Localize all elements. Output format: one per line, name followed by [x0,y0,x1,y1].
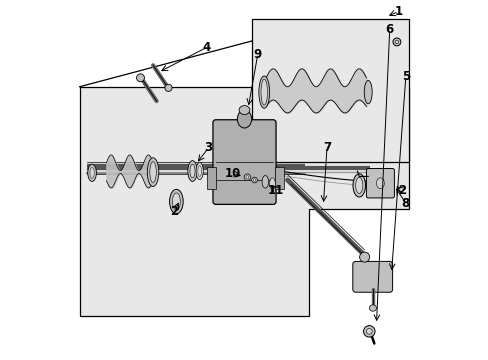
Ellipse shape [136,74,144,82]
Ellipse shape [237,110,251,128]
Text: 9: 9 [253,48,262,61]
Polygon shape [80,87,408,316]
Ellipse shape [269,178,275,189]
Ellipse shape [253,179,255,181]
Ellipse shape [394,40,398,44]
Text: 6: 6 [385,23,393,36]
Text: 3: 3 [204,141,212,154]
Ellipse shape [245,176,248,179]
Ellipse shape [251,177,257,183]
Bar [274,167,284,189]
Text: 2: 2 [170,205,178,218]
Ellipse shape [239,105,249,114]
Text: 10: 10 [224,167,241,180]
Bar [251,19,408,162]
Ellipse shape [149,162,156,183]
Ellipse shape [169,189,183,214]
Ellipse shape [352,174,365,197]
Ellipse shape [262,176,268,188]
Bar [206,167,215,189]
Ellipse shape [172,193,180,210]
Ellipse shape [258,76,269,108]
FancyBboxPatch shape [212,120,276,204]
Ellipse shape [244,174,250,180]
Ellipse shape [164,84,172,91]
Ellipse shape [147,158,159,186]
Ellipse shape [190,164,195,178]
Ellipse shape [364,81,371,104]
Ellipse shape [187,161,197,181]
Ellipse shape [363,325,374,337]
Text: 11: 11 [267,184,284,197]
Ellipse shape [392,38,400,46]
Ellipse shape [359,252,369,262]
Ellipse shape [366,328,371,334]
Text: 5: 5 [401,69,409,82]
FancyBboxPatch shape [366,168,394,198]
Ellipse shape [198,166,201,176]
Ellipse shape [368,305,376,311]
Ellipse shape [355,177,362,193]
Text: 1: 1 [394,5,402,18]
Ellipse shape [90,167,94,178]
Text: 4: 4 [203,41,210,54]
Ellipse shape [88,164,96,181]
Text: 7: 7 [322,141,330,154]
Text: 2: 2 [397,184,406,197]
Ellipse shape [196,162,203,180]
Ellipse shape [261,79,267,105]
Ellipse shape [376,178,384,189]
FancyBboxPatch shape [352,261,392,292]
Text: 8: 8 [401,197,409,210]
